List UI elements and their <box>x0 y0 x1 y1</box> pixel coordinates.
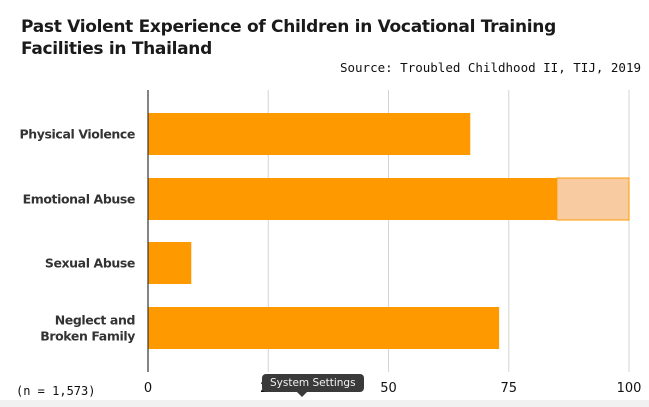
chart-source: Source: Troubled Childhood II, TIJ, 2019 <box>339 60 641 75</box>
bar-emotional-abuse-remainder <box>556 177 630 221</box>
category-label: Emotional Abuse <box>23 192 135 207</box>
tick-label: 50 <box>380 381 397 396</box>
tick-label: 100 <box>617 381 642 396</box>
tick-label: 75 <box>500 381 517 396</box>
tick-label: 0 <box>144 381 152 396</box>
chart-bars <box>148 113 630 349</box>
bar-neglect-and-broken-family <box>148 307 500 349</box>
system-settings-tooltip: System Settings <box>262 374 364 392</box>
tick-labels: 0255075100 <box>144 381 642 396</box>
bar-physical-violence <box>148 113 471 155</box>
category-label: Neglect and Broken Family <box>40 313 135 344</box>
bottom-bar <box>0 400 649 407</box>
category-labels: Physical Violence Emotional Abuse Sexual A… <box>20 127 136 344</box>
tooltip-arrow <box>297 392 307 397</box>
chart-title: Past Violent Experience of Children in V… <box>21 17 556 59</box>
sample-size-note: (n = 1,573) <box>16 384 96 398</box>
bar-sexual-abuse <box>148 242 192 284</box>
bar-emotional-abuse <box>148 178 557 220</box>
category-label: Sexual Abuse <box>45 256 135 271</box>
category-label: Physical Violence <box>20 127 136 142</box>
